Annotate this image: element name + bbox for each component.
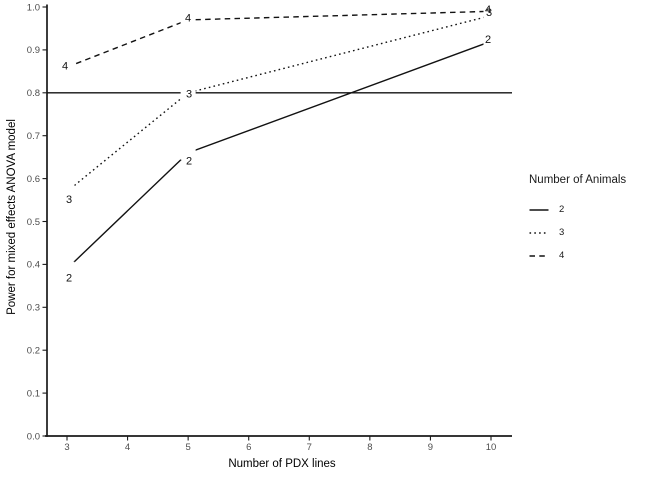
point-label-animals-2: 2 xyxy=(66,272,72,284)
legend-swatch-solid-line-icon xyxy=(529,208,549,211)
legend-item-2: 2 xyxy=(529,198,626,221)
x-tick-label: 6 xyxy=(246,442,251,453)
x-axis-title: Number of PDX lines xyxy=(228,458,336,470)
x-tick-label: 5 xyxy=(185,442,190,453)
x-tick-label: 3 xyxy=(64,442,69,453)
y-tick-label: 0.5 xyxy=(27,217,40,228)
legend-item-3: 3 xyxy=(529,221,626,244)
y-tick-label: 0.7 xyxy=(27,131,40,142)
x-tick-label: 7 xyxy=(307,442,312,453)
point-label-animals-4: 4 xyxy=(185,13,191,25)
y-tick-label: 1.0 xyxy=(27,2,40,13)
point-label-animals-2: 2 xyxy=(186,156,192,168)
point-label-mask xyxy=(180,85,196,100)
series-line-animals-3 xyxy=(66,14,492,193)
y-tick-label: 0.0 xyxy=(27,431,40,442)
legend-items: 2 3 4 xyxy=(529,198,626,267)
series-line-animals-4 xyxy=(66,10,492,68)
x-tick-label: 4 xyxy=(125,442,130,453)
legend-swatch-dotted-line-icon xyxy=(529,231,549,234)
chart-plot-area: 0.00.10.20.30.40.50.60.70.80.91.03 4 5 6 7 8 9… xyxy=(27,2,512,453)
x-tick-label: 10 xyxy=(486,442,497,453)
legend-item-4: 4 xyxy=(529,244,626,267)
y-tick-label: 0.8 xyxy=(27,88,40,99)
point-label-mask xyxy=(483,34,499,49)
x-tick-label: 9 xyxy=(428,442,433,453)
point-label-mask xyxy=(483,4,499,19)
y-tick-label: 0.1 xyxy=(27,388,40,399)
point-label-animals-4: 4 xyxy=(62,61,68,73)
point-label-animals-3: 3 xyxy=(66,194,72,206)
legend-swatch-dashed-line-icon xyxy=(529,254,549,257)
legend-item-label: 2 xyxy=(559,204,565,215)
point-label-mask xyxy=(180,145,196,160)
legend-item-label: 4 xyxy=(559,250,565,261)
point-label-mask xyxy=(59,261,75,276)
legend-title: Number of Animals xyxy=(529,174,627,186)
y-tick-label: 0.6 xyxy=(27,174,40,185)
point-label-animals-3: 3 xyxy=(486,7,492,19)
point-label-animals-3: 3 xyxy=(186,88,192,100)
legend: Number of Animals 2 3 4 xyxy=(529,174,626,267)
point-label-mask xyxy=(59,60,75,75)
y-tick-label: 0.2 xyxy=(27,346,40,357)
point-label-mask xyxy=(59,184,75,199)
y-tick-label: 0.3 xyxy=(27,303,40,314)
x-tick-label: 8 xyxy=(367,442,372,453)
y-tick-label: 0.9 xyxy=(27,45,40,56)
y-tick-label: 0.4 xyxy=(27,260,40,271)
point-label-animals-2: 2 xyxy=(485,34,491,46)
legend-item-label: 3 xyxy=(559,227,565,238)
point-label-animals-4: 4 xyxy=(485,4,491,16)
y-axis-title: Power for mixed effects ANOVA model xyxy=(6,119,18,315)
series-line-animals-2 xyxy=(66,40,492,270)
point-label-mask xyxy=(180,12,196,27)
